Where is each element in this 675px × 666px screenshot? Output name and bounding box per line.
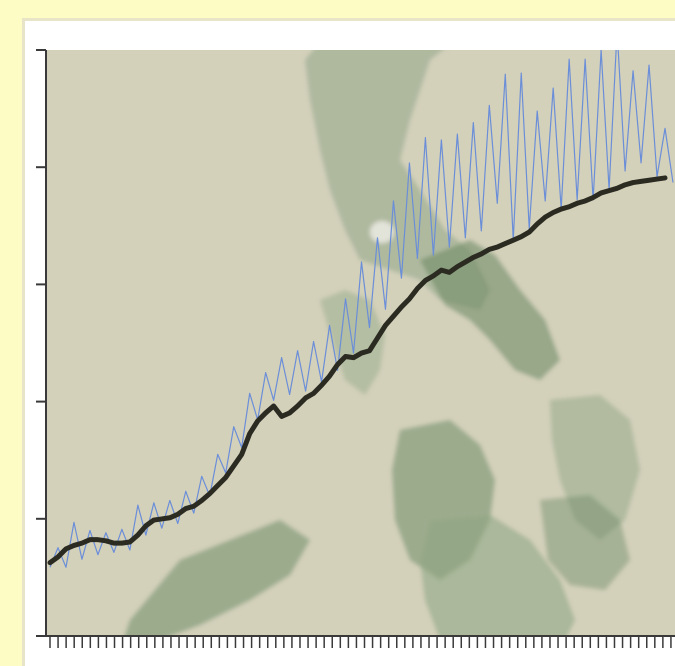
y-axis [36, 49, 47, 637]
map-island-north [305, 50, 490, 310]
map-island-bay [420, 240, 560, 380]
map-island-southwest [124, 520, 310, 636]
y-axis-ticks [36, 49, 46, 637]
series-line-raw [49, 50, 674, 568]
series-line-trend [47, 175, 668, 566]
map-island-southeast [540, 495, 630, 590]
map-lake [370, 221, 394, 243]
x-axis [36, 635, 675, 648]
map-watermark-image [124, 50, 640, 636]
map-island-south [420, 515, 575, 636]
plot-area [46, 50, 675, 636]
x-axis-ticks [49, 636, 672, 648]
